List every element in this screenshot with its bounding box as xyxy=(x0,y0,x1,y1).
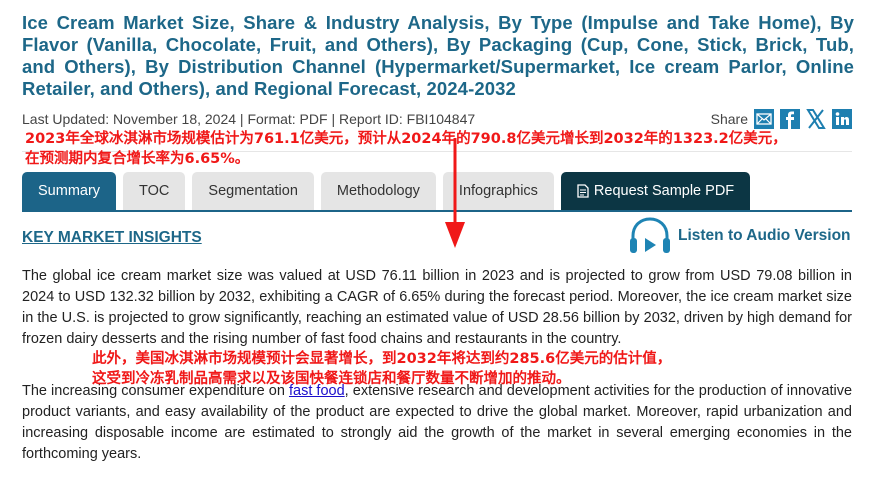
annotation-us-market: 此外，美国冰淇淋市场规模预计会显著增长，到2032年将达到约285.6亿美元的估… xyxy=(92,349,671,389)
section-heading: KEY MARKET INSIGHTS xyxy=(22,229,202,246)
tab-underline xyxy=(22,210,852,212)
headphones-play-icon xyxy=(630,217,670,253)
paragraph-text: , extensive research and development act… xyxy=(22,383,853,462)
x-icon[interactable] xyxy=(806,109,826,129)
page-title: Ice Cream Market Size, Share & Industry … xyxy=(22,12,854,99)
red-arrow-icon xyxy=(445,138,465,248)
annotation-line: 此外，美国冰淇淋市场规模预计会显著增长，到2032年将达到约285.6亿美元的估… xyxy=(92,351,672,367)
annotation-global-market: 2023年全球冰淇淋市场规模估计为761.1亿美元，预计从2024年的790.8… xyxy=(25,129,787,169)
tab-infographics[interactable]: Infographics xyxy=(442,172,554,210)
report-meta: Last Updated: November 18, 2024 | Format… xyxy=(22,111,476,127)
facebook-icon[interactable] xyxy=(780,109,800,129)
tab-segmentation[interactable]: Segmentation xyxy=(192,172,314,210)
tab-summary[interactable]: Summary xyxy=(22,172,117,210)
annotation-line: 这受到冷冻乳制品高需求以及该国快餐连锁店和餐厅数量不断增加的推动。 xyxy=(92,371,571,387)
document-icon xyxy=(577,184,589,198)
request-sample-pdf-button[interactable]: Request Sample PDF xyxy=(560,172,751,210)
email-icon[interactable] xyxy=(754,109,774,129)
annotation-line: 在预测期内复合增长率为6.65%。 xyxy=(25,151,250,167)
paragraph: The increasing consumer expenditure on f… xyxy=(22,381,852,465)
linkedin-icon[interactable] xyxy=(832,109,852,129)
fast-food-link[interactable]: fast food xyxy=(288,383,345,399)
listen-audio-button[interactable]: Listen to Audio Version xyxy=(628,216,851,256)
divider xyxy=(22,151,852,152)
paragraph-text: The increasing consumer expenditure on xyxy=(22,383,289,399)
tab-toc[interactable]: TOC xyxy=(123,172,186,210)
request-sample-label: Request Sample PDF xyxy=(593,183,735,199)
audio-label: Listen to Audio Version xyxy=(678,227,851,244)
share-label: Share xyxy=(710,111,748,127)
annotation-line: 2023年全球冰淇淋市场规模估计为761.1亿美元，预计从2024年的790.8… xyxy=(25,131,787,147)
paragraph: The global ice cream market size was val… xyxy=(22,268,852,347)
tab-methodology[interactable]: Methodology xyxy=(320,172,436,210)
share-bar: Share xyxy=(711,109,852,129)
tab-bar: Summary TOC Segmentation Methodology Inf… xyxy=(22,172,751,210)
